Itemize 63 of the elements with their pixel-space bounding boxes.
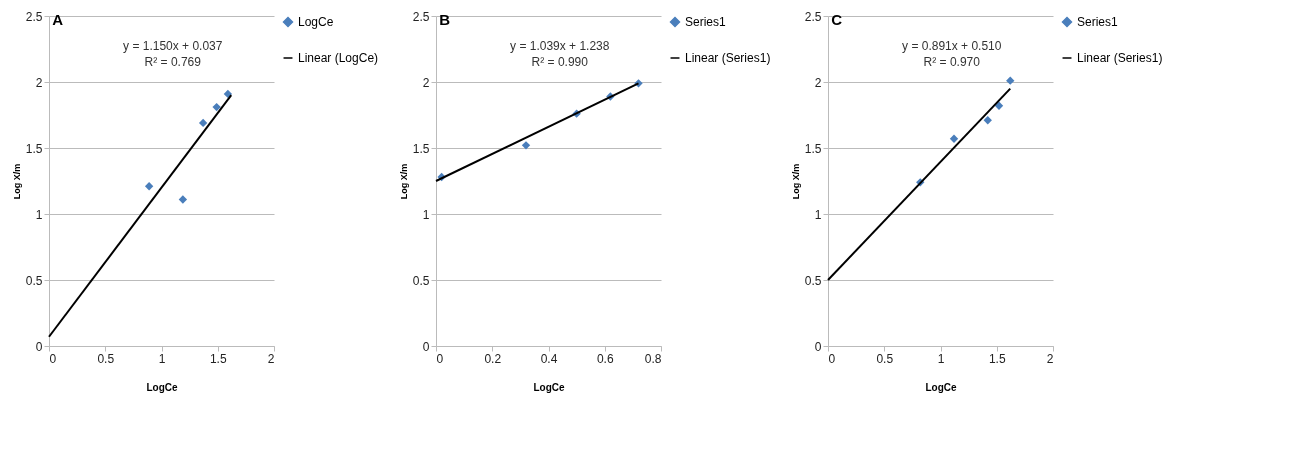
point [212,102,221,112]
legend-label: Linear (Series1) [1077,51,1163,65]
y-tick-label: 0 [814,339,822,354]
x-tick-label: 1 [937,351,945,366]
chart-title: C [831,11,843,28]
legend-label: Linear (Series1) [685,51,771,65]
x-tick-label: 2 [267,351,275,366]
point [178,195,188,204]
legend-label: Series1 [685,15,727,29]
annotation: y = 1.039x + 1.238 [510,38,610,53]
annotation: y = 1.150x + 0.037 [123,38,223,53]
annotation: R² = 0.769 [144,54,202,69]
legend-label: Linear (LogCe) [298,51,379,65]
y-tick-label: 2.5 [804,9,822,24]
point [1006,76,1015,85]
point [949,134,959,143]
x-tick-label: 0 [436,351,444,366]
annotation: R² = 0.970 [923,54,981,69]
y-tick-label: 1 [35,207,43,222]
y-axis-title: Log X/m [11,163,22,200]
point [198,118,208,128]
x-tick-label: 0.8 [644,351,662,366]
y-tick-label: 0.5 [412,273,430,288]
x-axis-title: LogCe [925,381,957,393]
y-tick-label: 1.5 [804,141,822,156]
chart-title: B [439,11,451,28]
y-tick-label: 0 [35,339,43,354]
x-tick-label: 0 [49,351,57,366]
y-tick-label: 1 [814,207,822,222]
x-tick-label: 0 [828,351,836,366]
y-tick-label: 0 [422,339,430,354]
x-axis-title: LogCe [533,381,565,393]
y-tick-label: 2.5 [412,9,430,24]
y-tick-label: 2 [814,75,822,90]
chart-title: A [52,11,64,28]
point [521,141,531,150]
x-tick-label: 2 [1046,351,1054,366]
y-axis-title: Log X/m [790,163,801,200]
y-tick-label: 2 [422,75,430,90]
legend-label: LogCe [298,15,334,29]
x-tick-label: 1 [158,351,166,366]
y-tick-label: 0.5 [804,273,822,288]
annotation: R² = 0.990 [531,54,589,69]
x-tick-label: 0.6 [596,351,614,366]
annotation: y = 0.891x + 0.510 [902,38,1002,53]
x-axis-title: LogCe [146,381,178,393]
x-tick-label: 1.5 [209,351,227,366]
legend-label: Series1 [1077,15,1119,29]
y-tick-label: 1.5 [25,141,43,156]
x-tick-label: 0.5 [97,351,115,366]
point [223,89,233,99]
point [144,182,154,191]
y-tick-label: 2 [35,75,43,90]
x-tick-label: 0.5 [876,351,894,366]
y-tick-label: 1 [422,207,430,222]
x-tick-label: 1.5 [988,351,1006,366]
x-tick-label: 0.4 [540,351,558,366]
y-tick-label: 1.5 [412,141,430,156]
x-tick-label: 0.2 [484,351,502,366]
y-tick-label: 2.5 [25,9,43,24]
y-tick-label: 0.5 [25,273,43,288]
point [983,116,992,125]
y-axis-title: Log X/m [398,163,409,200]
